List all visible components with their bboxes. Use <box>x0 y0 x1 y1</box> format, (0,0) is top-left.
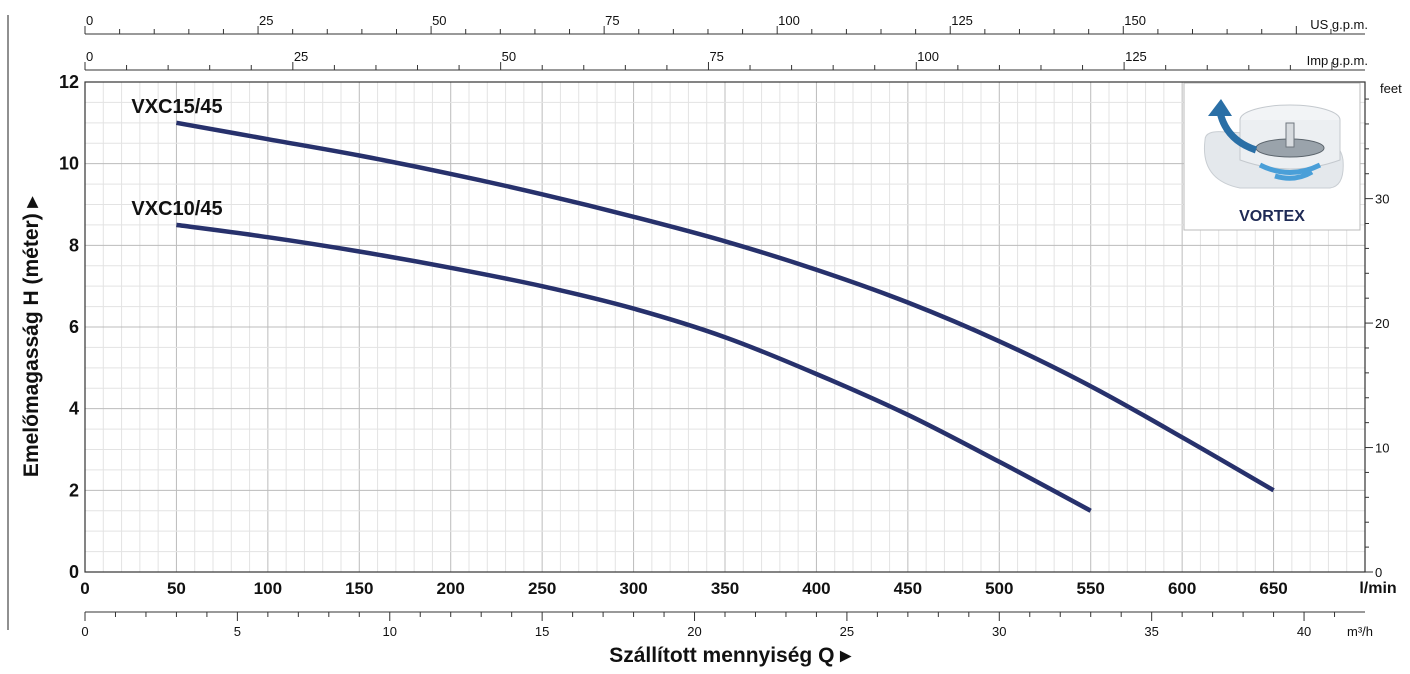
x-tick-label: 550 <box>1077 579 1105 598</box>
us-gpm-unit-label: US g.p.m. <box>1310 17 1368 32</box>
m3h-tick-label: 35 <box>1144 624 1158 639</box>
imp-gpm-tick-label: 125 <box>1125 49 1147 64</box>
y-tick-label: 6 <box>69 317 79 337</box>
series-layer <box>175 120 1275 513</box>
x-tick-label: 250 <box>528 579 556 598</box>
m3h-tick-label: 15 <box>535 624 549 639</box>
x-tick-label: 500 <box>985 579 1013 598</box>
y-axis-title: Emelőmagasság H (méter) ▸ <box>20 195 43 477</box>
imp-gpm-tick-label: 100 <box>917 49 939 64</box>
y-tick-label: 8 <box>69 235 79 255</box>
x-tick-label: 100 <box>254 579 282 598</box>
series-label: VXC15/45 <box>131 96 222 118</box>
x-unit-label: l/min <box>1359 580 1396 597</box>
x-tick-label: 300 <box>619 579 647 598</box>
x-tick-label: 150 <box>345 579 373 598</box>
x-tick-label: 650 <box>1259 579 1287 598</box>
m3h-tick-label: 40 <box>1297 624 1311 639</box>
flow-swirl <box>1258 162 1322 181</box>
m3h-tick-label: 10 <box>383 624 397 639</box>
x-tick-label: 450 <box>894 579 922 598</box>
y-tick-label: 12 <box>59 72 79 92</box>
m3h-tick-label: 25 <box>840 624 854 639</box>
x-tick-label: 600 <box>1168 579 1196 598</box>
series-label: VXC10/45 <box>131 198 222 220</box>
us-gpm-tick-label: 75 <box>605 13 619 28</box>
x-axis-title: Szállított mennyiség Q ▸ <box>609 644 852 667</box>
m3h-unit-label: m³/h <box>1347 624 1373 639</box>
feet-tick-label: 20 <box>1375 316 1389 331</box>
y-tick-label: 10 <box>59 154 79 174</box>
feet-tick-label: 30 <box>1375 192 1389 207</box>
m3h-tick-label: 20 <box>687 624 701 639</box>
us-gpm-tick-label: 125 <box>951 13 973 28</box>
feet-tick-label: 0 <box>1375 565 1382 580</box>
x-tick-label: 350 <box>711 579 739 598</box>
shaft <box>1285 122 1295 148</box>
vortex-inset: VORTEX <box>1183 82 1361 231</box>
vortex-label: VORTEX <box>1239 208 1305 225</box>
imp-gpm-tick-label: 0 <box>86 49 93 64</box>
y-tick-label: 0 <box>69 562 79 582</box>
us-gpm-tick-label: 150 <box>1124 13 1146 28</box>
m3h-tick-label: 0 <box>81 624 88 639</box>
axes <box>84 26 1373 621</box>
imp-gpm-unit-label: Imp g.p.m. <box>1307 53 1368 68</box>
imp-gpm-tick-label: 25 <box>294 49 308 64</box>
us-gpm-tick-label: 25 <box>259 13 273 28</box>
imp-gpm-tick-label: 50 <box>502 49 516 64</box>
m3h-tick-label: 30 <box>992 624 1006 639</box>
feet-tick-label: 10 <box>1375 441 1389 456</box>
feet-unit-label: feet <box>1380 81 1402 96</box>
x-tick-label: 50 <box>167 579 186 598</box>
series-line-vxc15-45 <box>175 120 1275 493</box>
m3h-tick-label: 5 <box>234 624 241 639</box>
x-tick-label: 200 <box>437 579 465 598</box>
us-gpm-tick-label: 100 <box>778 13 800 28</box>
series-line-vxc10-45 <box>176 222 1092 513</box>
x-tick-label: 0 <box>80 579 89 598</box>
y-tick-label: 4 <box>69 399 79 419</box>
flow-arrow-head <box>1208 99 1232 116</box>
flow-arrow <box>1216 111 1258 154</box>
x-tick-label: 400 <box>802 579 830 598</box>
imp-gpm-tick-label: 75 <box>709 49 723 64</box>
plot-frame <box>84 81 1366 573</box>
us-gpm-tick-label: 0 <box>86 13 93 28</box>
us-gpm-tick-label: 50 <box>432 13 446 28</box>
y-tick-label: 2 <box>69 480 79 500</box>
